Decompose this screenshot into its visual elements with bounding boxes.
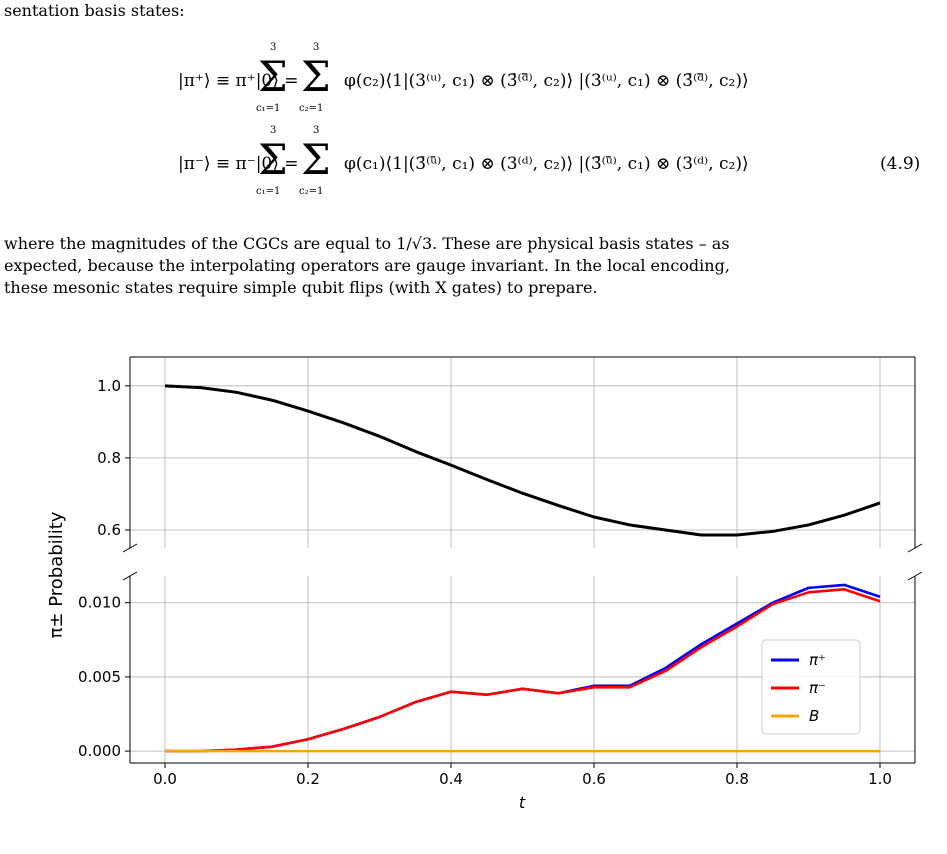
legend-label: B <box>809 707 819 725</box>
y-tick-label: 0.005 <box>78 668 121 686</box>
y-tick-label: 0.000 <box>78 742 121 760</box>
eq2-lhs: |π⁻⟩ ≡ π⁻|0⟩ = <box>178 154 299 174</box>
equation-1: |π⁺⟩ ≡ π⁺|0⟩ = <box>178 71 299 91</box>
intro-text: sentation basis states: <box>4 1 185 20</box>
eq1-lhs: |π⁺⟩ ≡ π⁺|0⟩ = <box>178 71 299 91</box>
x-tick-label: 1.0 <box>868 770 892 788</box>
legend-box <box>761 639 861 735</box>
eq1-rhs: φ(c₂)⟨1|(3⁽ᵘ⁾, c₁) ⊗ (3̄⁽ᵈ̄⁾, c₂)⟩ |(3⁽ᵘ… <box>344 71 749 91</box>
x-tick-label: 0.0 <box>153 770 177 788</box>
axis-break-mark <box>122 571 138 581</box>
eq1-sum-2: Σ <box>301 52 331 101</box>
x-tick-label: 0.2 <box>296 770 320 788</box>
eq2-sum2-lower: c₂=1 <box>299 186 324 197</box>
paragraph-line-1: where the magnitudes of the CGCs are equ… <box>4 234 730 253</box>
y-tick-label: 0.8 <box>97 449 121 467</box>
eq1-sum1-upper: 3 <box>270 42 277 53</box>
eq1-sum2-upper: 3 <box>313 42 320 53</box>
eq2-rhs: φ(c₁)⟨1|(3̄⁽ᵘ̄⁾, c₁) ⊗ (3⁽ᵈ⁾, c₂)⟩ |(3̄⁽… <box>344 154 749 174</box>
eq2-sum1-lower: c₁=1 <box>256 186 281 197</box>
equation-2: |π⁻⟩ ≡ π⁻|0⟩ = <box>178 154 299 174</box>
legend-label: π⁻ <box>809 679 826 697</box>
eq2-sum2-upper: 3 <box>313 125 320 136</box>
y-tick-label: 0.6 <box>97 521 121 539</box>
eq2-sum1-upper: 3 <box>270 125 277 136</box>
equation-number: (4.9) <box>880 154 921 174</box>
x-tick-label: 0.6 <box>582 770 606 788</box>
series-line-series-0 <box>164 384 881 537</box>
axis-break-mark <box>907 543 923 553</box>
eq2-sum-1: Σ <box>258 135 288 184</box>
x-axis-label: t <box>519 793 526 812</box>
y-axis-label: π± Probability <box>46 511 67 638</box>
x-tick-label: 0.4 <box>439 770 463 788</box>
series-line-π⁻ <box>165 588 881 753</box>
paragraph-line-3: these mesonic states require simple qubi… <box>4 278 598 297</box>
eq1-sum2-lower: c₂=1 <box>299 103 324 114</box>
y-tick-label: 0.010 <box>78 594 121 612</box>
legend-label: π⁺ <box>809 651 826 669</box>
axis-break-mark <box>122 543 138 553</box>
axis-break-mark <box>907 571 923 581</box>
eq1-sum-1: Σ <box>258 52 288 101</box>
eq1-sum1-lower: c₁=1 <box>256 103 281 114</box>
paragraph-line-2: expected, because the interpolating oper… <box>4 256 730 275</box>
y-tick-label: 1.0 <box>97 377 121 395</box>
x-tick-label: 0.8 <box>725 770 749 788</box>
eq2-sum-2: Σ <box>301 135 331 184</box>
